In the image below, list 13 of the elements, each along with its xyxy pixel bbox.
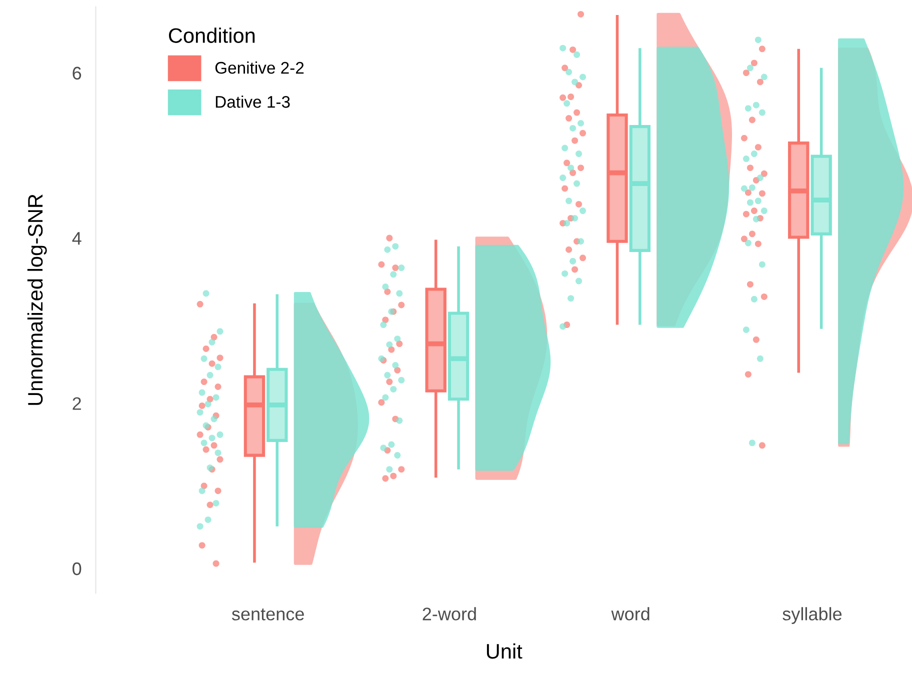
legend-label: Dative 1-3 <box>216 96 290 108</box>
legend-title: Condition <box>168 28 255 43</box>
legend-label: Genitive 2-2 <box>215 61 304 74</box>
x-tick-label: word <box>611 607 650 620</box>
y-tick-label: 4 <box>72 232 82 245</box>
x-tick-label: sentence <box>232 608 304 620</box>
x-tick-label: syllable <box>782 607 842 624</box>
y-axis-title: Unnormalized log-SNR <box>27 194 47 405</box>
y-tick-label: 0 <box>72 562 82 576</box>
y-tick-label: 6 <box>72 66 82 80</box>
x-tick-label: 2-word <box>422 607 476 620</box>
x-axis-title: Unit <box>486 643 522 659</box>
y-tick-label: 2 <box>72 397 81 410</box>
